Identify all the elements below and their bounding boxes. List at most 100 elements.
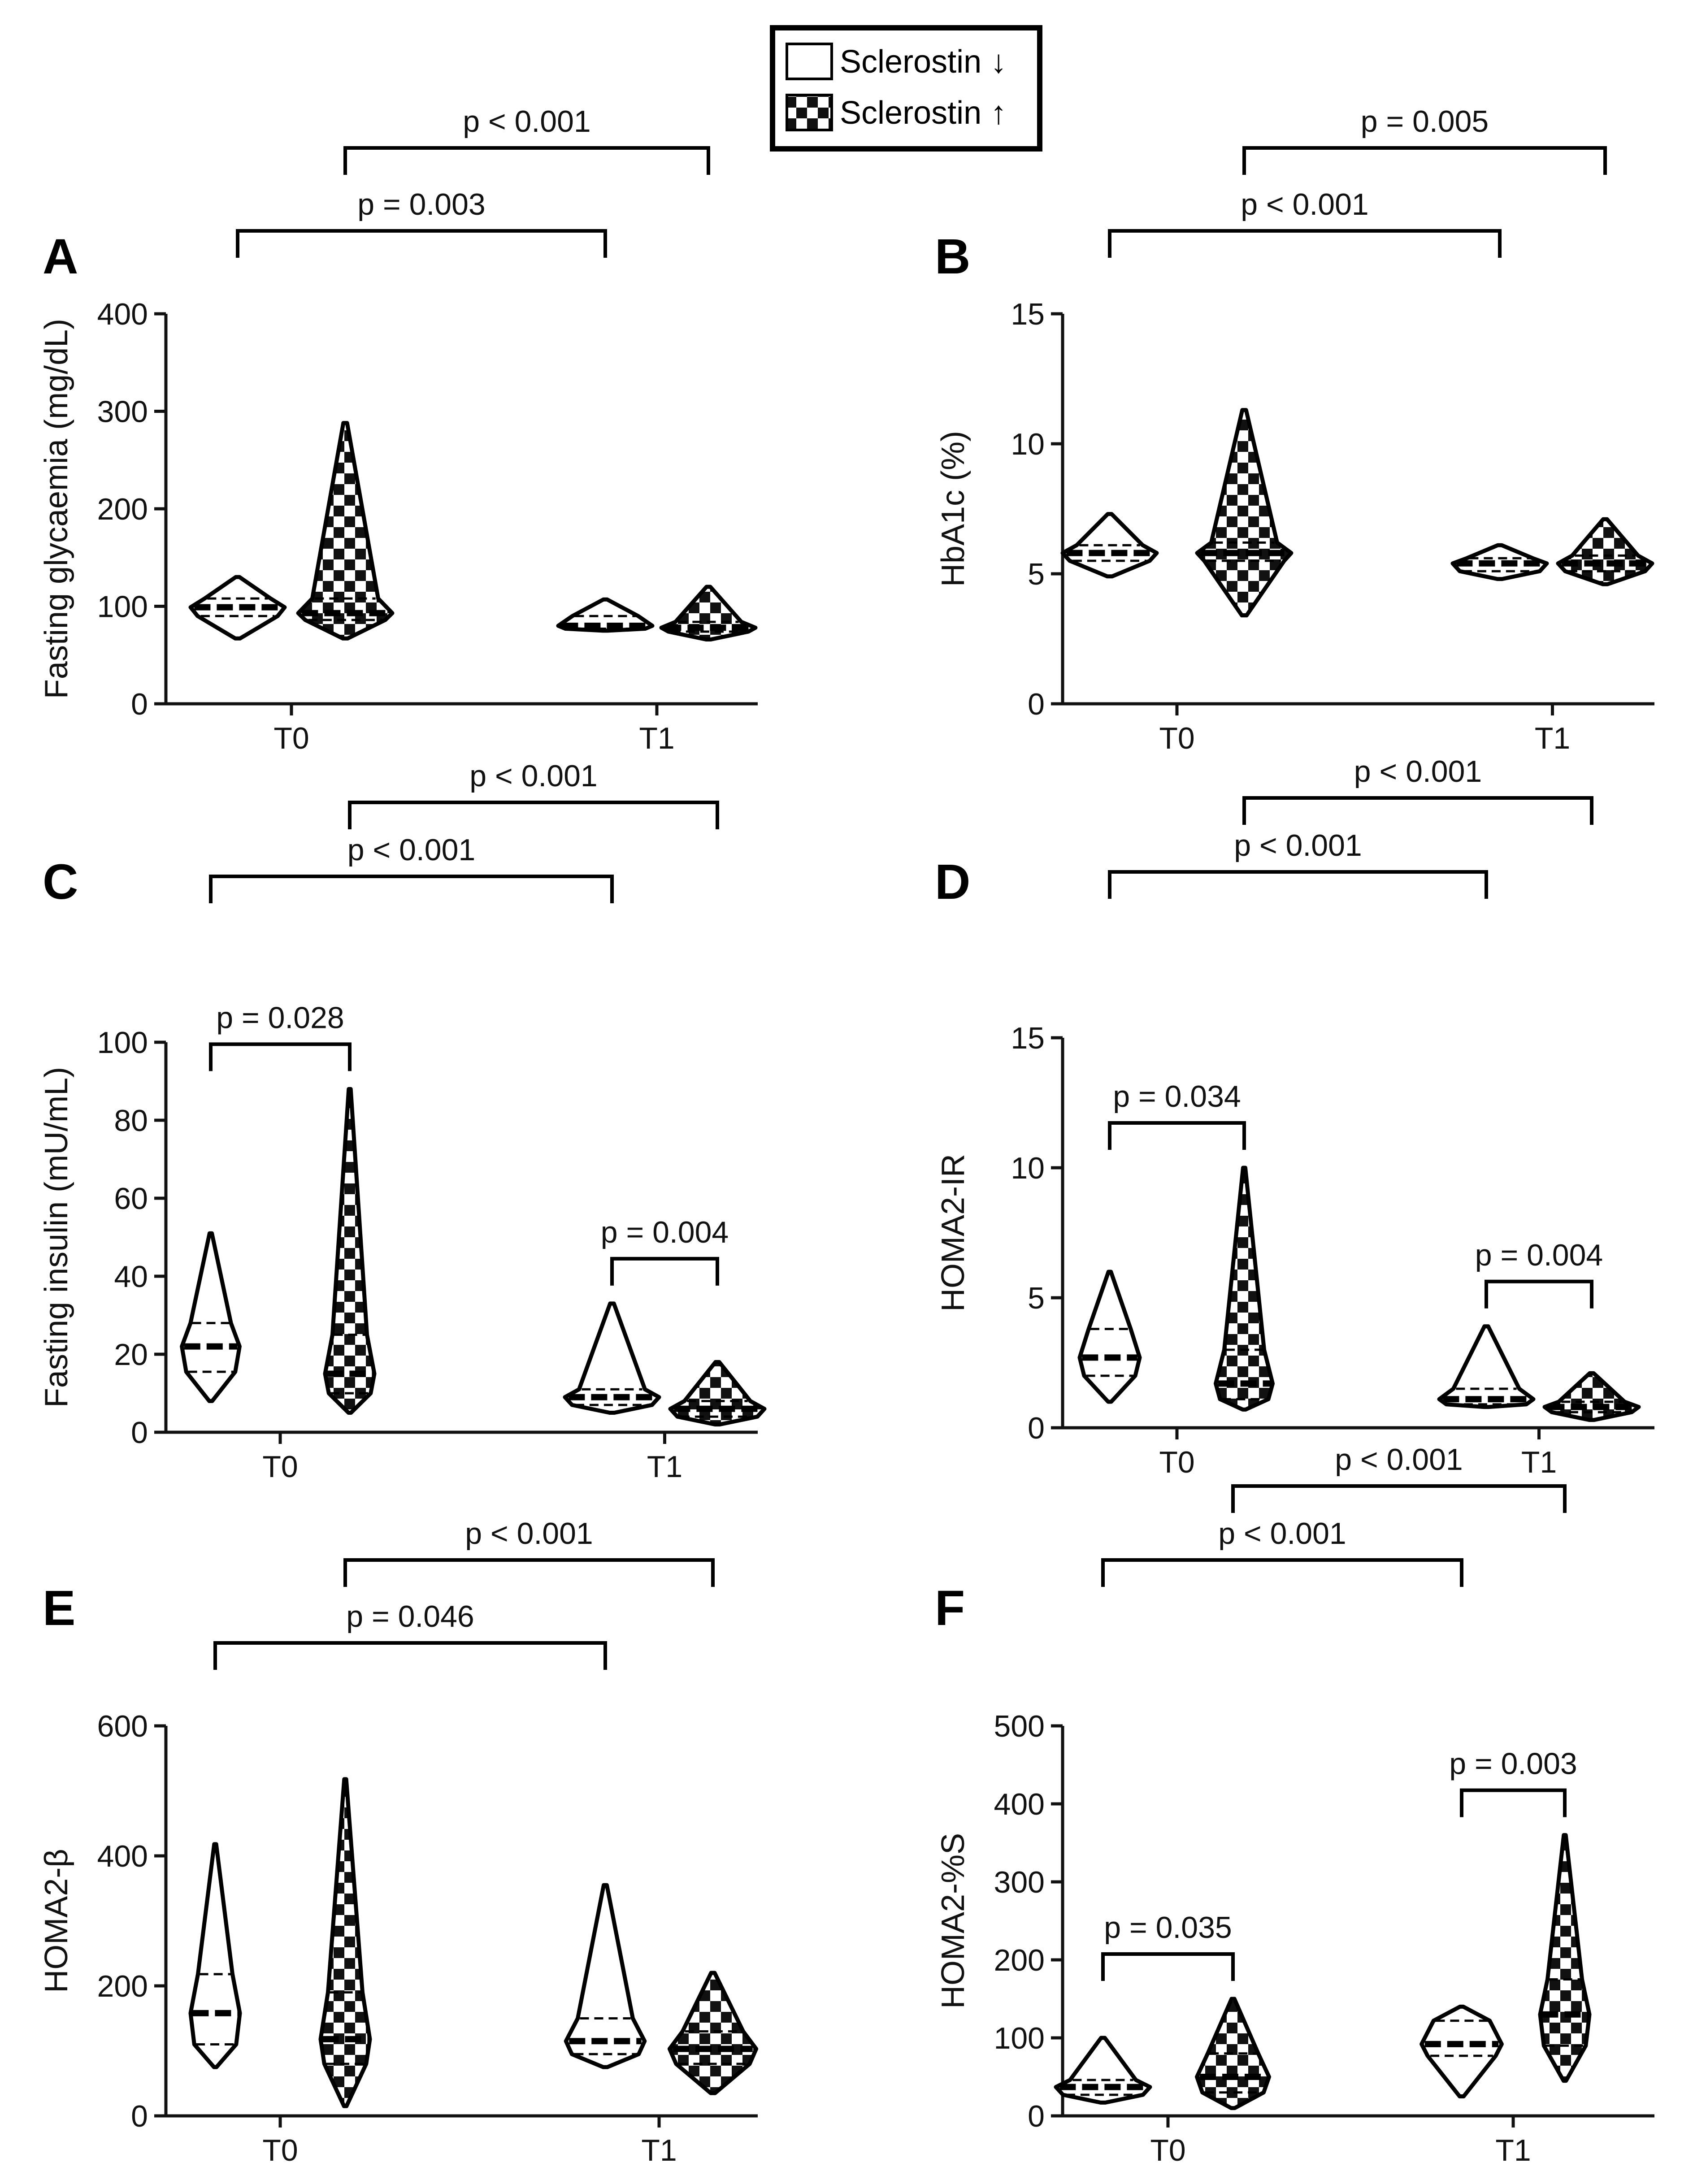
- bracket-line: [343, 146, 710, 175]
- x-tick-label: T0: [1150, 2133, 1185, 2167]
- violin-t1-checker: [1556, 517, 1654, 586]
- bracket-line: [1485, 1279, 1593, 1309]
- significance-bracket: p = 0.034: [1108, 1079, 1246, 1150]
- significance-bracket: p < 0.001: [1231, 1443, 1567, 1513]
- bracket-line: [213, 1641, 607, 1670]
- y-axis-label: Fasting insulin (mU/mL): [39, 1067, 74, 1408]
- bracket-line: [209, 875, 614, 903]
- x-tick-label: T1: [641, 2133, 677, 2167]
- y-axis-label: Fasting glycaemia (mg/dL): [39, 319, 74, 699]
- significance-bracket: p < 0.001: [1101, 1517, 1463, 1587]
- violin-t0-checker: [1214, 1166, 1275, 1412]
- y-axis-label: HOMA2-%S: [935, 1833, 971, 2009]
- legend-label-sclerostin-high: Sclerostin ↑: [840, 95, 1007, 131]
- p-value-label: p = 0.003: [1449, 1747, 1577, 1781]
- panel-label: D: [935, 854, 970, 910]
- p-value-label: p = 0.004: [601, 1215, 729, 1249]
- y-tick-label: 400: [994, 1787, 1045, 1821]
- violin-t0-plain: [1054, 2036, 1152, 2105]
- x-tick-label: T0: [262, 2133, 298, 2167]
- violin-t1-plain: [1420, 2004, 1504, 2098]
- bracket-line: [348, 801, 719, 829]
- panel-label: F: [935, 1581, 965, 1636]
- y-tick-label: 40: [114, 1260, 148, 1294]
- p-value-label: p < 0.001: [347, 833, 475, 867]
- violin-t0-plain: [188, 1842, 242, 2069]
- y-tick-label: 100: [994, 2021, 1045, 2055]
- y-tick-label: 200: [97, 492, 148, 526]
- x-tick-label: T1: [1521, 1445, 1557, 1479]
- violin-t1-checker: [667, 1971, 759, 2095]
- violin-t0-checker: [296, 421, 395, 641]
- x-tick-label: T0: [1159, 721, 1194, 755]
- y-axis-label: HbA1c (%): [935, 431, 971, 587]
- y-axis-label: HOMA2-β: [39, 1849, 74, 1993]
- significance-bracket: p < 0.001: [209, 833, 614, 903]
- y-tick-label: 600: [97, 1709, 148, 1743]
- significance-bracket: p = 0.004: [1475, 1238, 1603, 1309]
- violin-t1-checker: [1538, 1833, 1592, 2083]
- y-tick-label: 15: [1011, 1021, 1045, 1055]
- violin-t1-plain: [563, 1301, 661, 1415]
- violin-t0-checker: [1195, 408, 1294, 618]
- significance-bracket: p = 0.035: [1101, 1911, 1235, 1981]
- bracket-line: [1108, 229, 1502, 258]
- panel-f: F 0 100 200 300 400 500 HOMA2-%S T0 T1 p = 0.035 p …: [935, 1443, 1654, 2167]
- violin-t0-plain: [188, 575, 287, 641]
- panel-label: B: [935, 229, 970, 284]
- y-tick-label: 20: [114, 1338, 148, 1372]
- bracket-line: [236, 229, 607, 258]
- significance-bracket: p < 0.001: [343, 1517, 715, 1587]
- bracket-line: [209, 1042, 352, 1071]
- bracket-line: [1242, 146, 1607, 175]
- significance-bracket: p = 0.004: [601, 1215, 729, 1286]
- y-tick-label: 0: [131, 687, 148, 721]
- y-tick-label: 300: [97, 395, 148, 429]
- panel-c: C 0 20 40 60 80 100 Fasting insulin (mU/mL) T0 T1…: [39, 759, 767, 1484]
- violin-t1-plain: [564, 1883, 647, 2069]
- significance-bracket: p < 0.001: [1108, 828, 1488, 899]
- violin-t0-plain: [1077, 1270, 1142, 1404]
- panel-label: A: [43, 229, 78, 284]
- x-tick-label: T0: [1159, 1445, 1194, 1479]
- p-value-label: p < 0.001: [465, 1517, 593, 1551]
- significance-bracket: p = 0.005: [1242, 104, 1607, 175]
- significance-bracket: p < 0.001: [348, 759, 719, 829]
- y-tick-label: 5: [1028, 1281, 1045, 1315]
- y-tick-label: 10: [1011, 1151, 1045, 1185]
- p-value-label: p = 0.003: [357, 187, 485, 221]
- y-tick-label: 200: [97, 1969, 148, 2003]
- bracket-line: [1231, 1484, 1567, 1513]
- panel-d: D 0 5 10 15 HOMA2-IR T0 T1 p = 0.034 p < 0.001 p <…: [935, 754, 1654, 1479]
- panel-a: A 0 100 200 300 400 Fasting glycaemia (mg/dL) T…: [39, 104, 758, 755]
- p-value-label: p = 0.035: [1104, 1911, 1232, 1945]
- y-tick-label: 10: [1011, 427, 1045, 461]
- p-value-label: p < 0.001: [463, 104, 590, 139]
- y-tick-label: 0: [1028, 2099, 1045, 2133]
- p-value-label: p = 0.005: [1361, 104, 1489, 139]
- violin-t1-checker: [659, 585, 758, 641]
- legend-swatch-checker: [786, 94, 833, 131]
- y-tick-label: 400: [97, 1839, 148, 1873]
- bracket-line: [1242, 796, 1593, 825]
- y-tick-label: 0: [131, 2099, 148, 2133]
- violin-t1-checker: [668, 1360, 767, 1427]
- bracket-line: [1101, 1558, 1463, 1587]
- x-tick-label: T1: [1535, 721, 1570, 755]
- violin-t0-plain: [180, 1231, 242, 1403]
- panel-label: E: [43, 1581, 75, 1636]
- x-tick-label: T1: [639, 721, 674, 755]
- bracket-line: [1108, 1121, 1246, 1150]
- p-value-label: p = 0.046: [346, 1599, 474, 1634]
- y-tick-label: 400: [97, 297, 148, 331]
- y-tick-label: 100: [97, 590, 148, 624]
- p-value-label: p = 0.004: [1475, 1238, 1603, 1272]
- p-value-label: p < 0.001: [1354, 754, 1482, 789]
- significance-bracket: p = 0.003: [236, 187, 607, 258]
- panel-b: B 0 5 10 15 HbA1c (%) T0 T1 p < 0.001 p = 0.005: [935, 104, 1654, 755]
- p-value-label: p < 0.001: [1335, 1443, 1463, 1477]
- y-tick-label: 80: [114, 1104, 148, 1138]
- y-tick-label: 500: [994, 1709, 1045, 1743]
- bracket-line: [1108, 870, 1488, 899]
